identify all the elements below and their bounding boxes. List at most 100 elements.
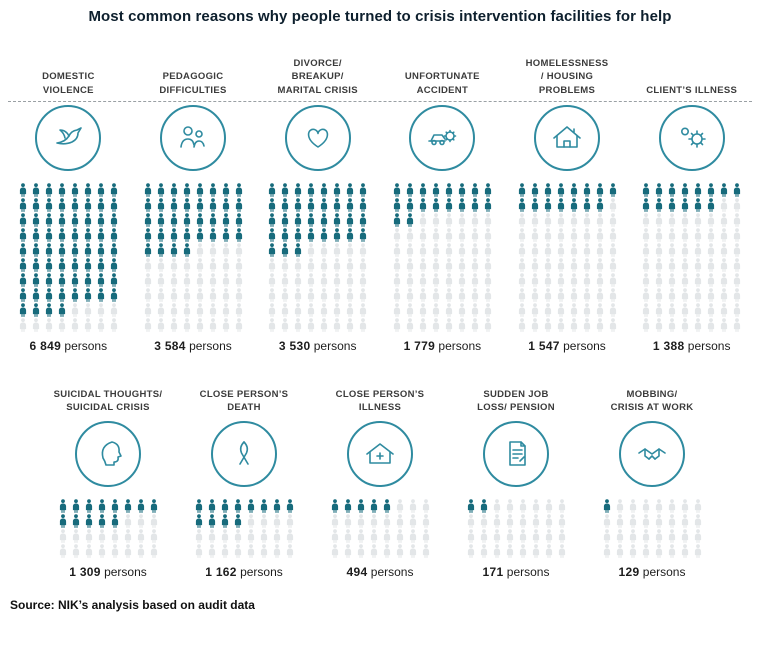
category-column: CLIENT’S ILLNESS 1 388 persons <box>629 33 754 355</box>
person-icon <box>279 273 291 287</box>
person-icon <box>266 303 278 317</box>
person-icon <box>220 303 232 317</box>
person-icon <box>516 183 528 197</box>
document-icon <box>509 440 526 466</box>
person-icon <box>17 303 29 317</box>
person-icon <box>57 498 69 513</box>
person-icon <box>601 543 613 558</box>
person-icon <box>653 183 665 197</box>
person-icon <box>640 318 652 332</box>
person-icon <box>718 183 730 197</box>
person-icon <box>430 183 442 197</box>
person-icon <box>430 318 442 332</box>
person-icon <box>207 273 219 287</box>
person-icon <box>135 528 147 543</box>
person-icon <box>542 288 554 302</box>
person-icon <box>718 243 730 257</box>
person-icon <box>555 228 567 242</box>
person-icon <box>82 303 94 317</box>
pictogram-grid <box>391 183 494 332</box>
person-icon <box>430 198 442 212</box>
count-value: 6 849 <box>29 339 62 353</box>
person-icon <box>417 273 429 287</box>
person-icon <box>266 273 278 287</box>
person-icon <box>679 273 691 287</box>
person-icon <box>443 258 455 272</box>
person-icon <box>705 228 717 242</box>
person-icon <box>142 198 154 212</box>
person-icon <box>594 228 606 242</box>
person-icon <box>456 228 468 242</box>
person-icon <box>266 183 278 197</box>
person-icon <box>279 318 291 332</box>
person-icon <box>148 513 160 528</box>
person-icon <box>718 228 730 242</box>
person-icon <box>194 303 206 317</box>
person-icon <box>391 303 403 317</box>
person-icon <box>666 318 678 332</box>
person-icon <box>731 288 743 302</box>
person-icon <box>731 228 743 242</box>
person-icon <box>17 318 29 332</box>
person-icon <box>529 213 541 227</box>
person-icon <box>142 183 154 197</box>
person-icon <box>568 273 580 287</box>
person-icon <box>168 213 180 227</box>
person-icon <box>245 543 257 558</box>
person-icon <box>601 513 613 528</box>
person-icon <box>69 318 81 332</box>
person-icon <box>529 258 541 272</box>
person-icon <box>543 543 555 558</box>
dashed-connector-line <box>8 101 752 102</box>
person-icon <box>381 513 393 528</box>
person-icon <box>607 258 619 272</box>
category-icon-circle <box>160 105 226 171</box>
count-unit: persons <box>684 339 731 353</box>
person-icon <box>142 288 154 302</box>
category-label: CLOSE PERSON’S DEATH <box>199 389 289 414</box>
person-icon <box>233 273 245 287</box>
person-icon <box>478 513 490 528</box>
category-label: SUDDEN JOB LOSS/ PENSION <box>477 389 555 414</box>
person-icon <box>666 198 678 212</box>
person-icon <box>331 288 343 302</box>
person-icon <box>57 543 69 558</box>
person-icon <box>640 258 652 272</box>
person-icon <box>407 498 419 513</box>
person-icon <box>491 513 503 528</box>
person-icon <box>679 198 691 212</box>
person-icon <box>233 258 245 272</box>
person-icon <box>342 513 354 528</box>
person-icon <box>194 183 206 197</box>
person-icon <box>430 228 442 242</box>
person-icon <box>329 528 341 543</box>
person-icon <box>555 288 567 302</box>
person-icon <box>279 258 291 272</box>
person-icon <box>56 303 68 317</box>
person-icon <box>329 543 341 558</box>
person-icon <box>95 258 107 272</box>
person-icon <box>30 303 42 317</box>
person-icon <box>193 543 205 558</box>
count-unit: persons <box>559 339 606 353</box>
person-icon <box>556 528 568 543</box>
person-icon <box>266 258 278 272</box>
person-icon <box>271 543 283 558</box>
category-label: MOBBING/CRISIS AT WORK <box>610 389 694 414</box>
person-icon <box>266 198 278 212</box>
person-icon <box>233 213 245 227</box>
person-icon <box>108 318 120 332</box>
person-icon <box>232 528 244 543</box>
person-icon <box>543 513 555 528</box>
person-icon <box>266 243 278 257</box>
count-unit: persons <box>639 564 686 579</box>
person-icon <box>30 183 42 197</box>
person-icon <box>705 243 717 257</box>
row-2-section: SUICIDAL THOUGHTS/SUICIDAL CRISIS 1 309 p… <box>34 369 726 581</box>
person-icon <box>391 273 403 287</box>
person-icon <box>292 318 304 332</box>
person-icon <box>258 528 270 543</box>
person-icon <box>555 258 567 272</box>
person-icon <box>206 543 218 558</box>
person-icon <box>148 498 160 513</box>
